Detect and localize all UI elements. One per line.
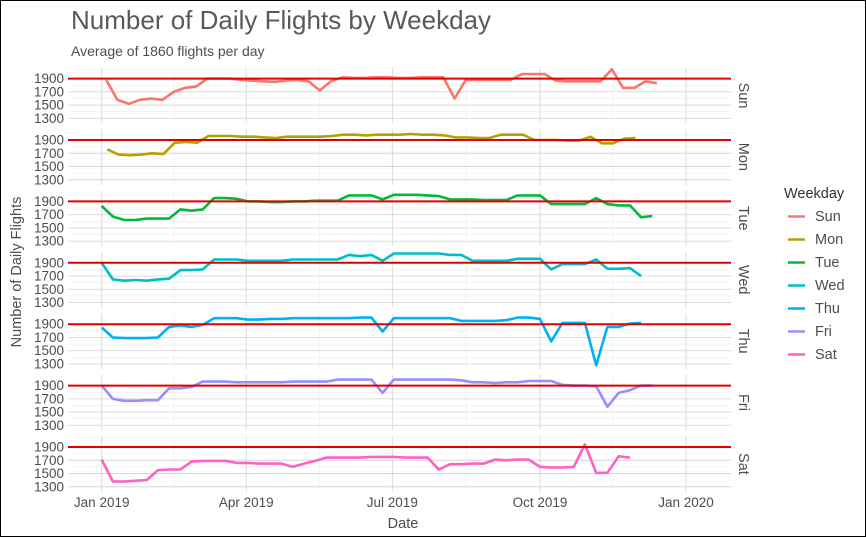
y-tick-label: 1700 [34, 453, 64, 468]
series-line-fri [100, 378, 653, 409]
legend: Weekday Sun Mon Tue Wed Thu Fri Sat [784, 186, 845, 363]
series-line-thu [100, 316, 642, 367]
y-tick-label: 1300 [34, 356, 64, 371]
series-line-tue [100, 193, 653, 222]
y-tick-label: 1700 [34, 207, 64, 222]
chart-subtitle: Average of 1860 flights per day [71, 43, 265, 59]
facet-label-mon: Mon [735, 143, 751, 171]
legend-label-thu: Thu [815, 301, 840, 317]
panels-group: 1300150017001900Sun1300150017001900Mon13… [34, 68, 751, 494]
series-line-mon [106, 132, 636, 157]
facet-label-wed: Wed [735, 265, 751, 295]
facet-label-sun: Sun [735, 83, 751, 109]
y-axis-title: Number of Daily Flights [9, 197, 25, 348]
legend-label-wed: Wed [815, 278, 845, 294]
y-tick-label: 1500 [34, 343, 64, 358]
y-tick-label: 1500 [34, 220, 64, 235]
x-tick-label: Jul 2019 [367, 495, 418, 510]
x-axis-title: Date [388, 516, 419, 532]
y-tick-label: 1500 [34, 282, 64, 297]
series-line-wed [100, 252, 642, 283]
y-tick-label: 1900 [34, 317, 64, 332]
y-tick-label: 1300 [34, 479, 64, 494]
y-tick-label: 1700 [34, 330, 64, 345]
legend-title: Weekday [784, 186, 845, 202]
facet-label-thu: Thu [735, 329, 751, 354]
x-tick-label: Jan 2019 [74, 495, 130, 510]
series-line-sat [100, 443, 631, 483]
y-tick-label: 1500 [34, 405, 64, 420]
x-tick-label: Jan 2020 [658, 495, 714, 510]
x-tick-label: Apr 2019 [219, 495, 274, 510]
y-tick-label: 1300 [34, 172, 64, 187]
y-tick-label: 1900 [34, 255, 64, 270]
y-tick-label: 1500 [34, 159, 64, 174]
y-tick-label: 1500 [34, 466, 64, 481]
legend-label-fri: Fri [815, 324, 832, 340]
y-tick-label: 1300 [34, 234, 64, 249]
y-tick-label: 1900 [34, 133, 64, 148]
legend-label-sat: Sat [815, 347, 837, 363]
y-tick-label: 1500 [34, 98, 64, 113]
series-line-sun [105, 68, 658, 106]
y-tick-label: 1900 [34, 71, 64, 86]
legend-label-sun: Sun [815, 209, 841, 225]
y-tick-label: 1300 [34, 295, 64, 310]
legend-label-tue: Tue [815, 255, 839, 271]
y-tick-label: 1900 [34, 194, 64, 209]
y-tick-label: 1700 [34, 391, 64, 406]
y-tick-label: 1700 [34, 84, 64, 99]
chart-title: Number of Daily Flights by Weekday [71, 5, 491, 35]
facet-label-tue: Tue [735, 206, 751, 230]
y-tick-label: 1300 [34, 418, 64, 433]
legend-label-mon: Mon [815, 232, 843, 248]
y-tick-label: 1300 [34, 111, 64, 126]
y-tick-label: 1700 [34, 269, 64, 284]
y-tick-label: 1900 [34, 440, 64, 455]
x-tick-label: Oct 2019 [513, 495, 568, 510]
x-axis: Jan 2019 Apr 2019 Jul 2019 Oct 2019 Jan 2020 [74, 495, 714, 510]
y-tick-label: 1900 [34, 378, 64, 393]
y-tick-label: 1700 [34, 146, 64, 161]
facet-label-sat: Sat [735, 453, 751, 475]
facet-label-fri: Fri [735, 394, 751, 411]
